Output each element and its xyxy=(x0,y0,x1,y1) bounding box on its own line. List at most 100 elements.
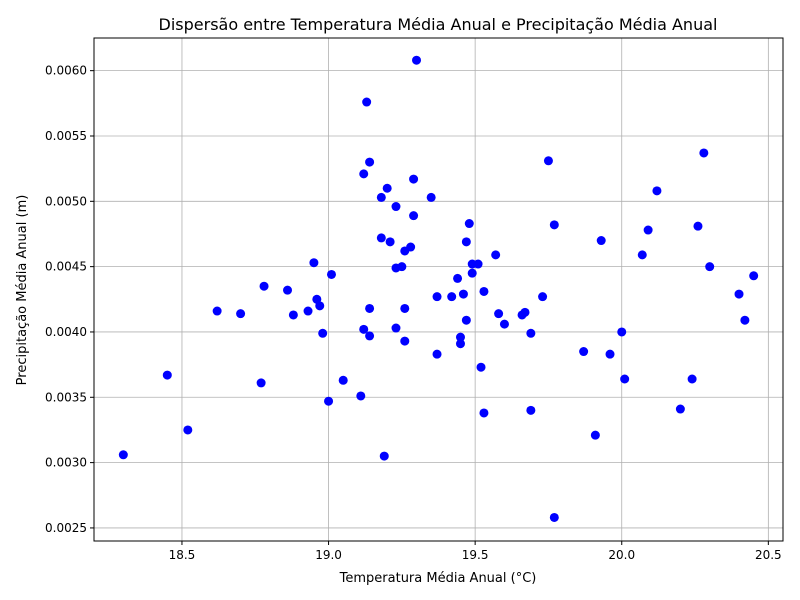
grid-lines xyxy=(94,38,783,541)
data-point xyxy=(362,97,372,107)
data-point xyxy=(379,451,389,461)
data-point xyxy=(596,236,606,246)
data-point xyxy=(467,268,477,278)
data-point xyxy=(183,425,193,435)
plot-frame xyxy=(93,37,784,542)
x-tick-label: 19.5 xyxy=(462,548,489,562)
data-point xyxy=(365,157,375,167)
data-point xyxy=(699,148,709,158)
x-tick-label: 19.0 xyxy=(315,548,342,562)
data-point xyxy=(400,336,410,346)
data-point xyxy=(376,233,386,243)
data-point xyxy=(309,258,319,268)
data-point xyxy=(376,192,386,202)
x-tick-label: 20.5 xyxy=(755,548,782,562)
data-point xyxy=(453,273,463,283)
data-point xyxy=(652,186,662,196)
data-point xyxy=(259,281,269,291)
data-point xyxy=(303,306,313,316)
data-point xyxy=(365,303,375,313)
x-axis-ticks: 18.5 19.0 19.5 20.0 20.5 xyxy=(169,541,782,562)
data-point xyxy=(605,349,615,359)
y-tick-label: 0.0055 xyxy=(45,129,87,143)
x-axis-label: Temperatura Média Anual (°C) xyxy=(339,571,537,586)
data-point xyxy=(356,391,366,401)
data-point xyxy=(526,405,536,415)
data-point xyxy=(479,286,489,296)
y-tick-label: 0.0050 xyxy=(45,194,87,208)
data-point xyxy=(397,262,407,272)
data-point xyxy=(409,174,419,184)
data-point xyxy=(491,250,501,260)
data-point xyxy=(324,396,334,406)
y-tick-label: 0.0060 xyxy=(45,64,87,78)
data-point xyxy=(520,307,530,317)
data-point xyxy=(409,211,419,221)
data-point xyxy=(526,328,536,338)
data-point xyxy=(494,309,504,319)
data-point xyxy=(118,450,128,460)
data-point xyxy=(426,192,436,202)
y-axis-ticks: 0.0025 0.0030 0.0035 0.0040 0.0045 0.0050 0.00… xyxy=(45,64,94,535)
y-axis-label: Precipitação Média Anual (m) xyxy=(15,195,30,386)
data-point xyxy=(538,292,548,302)
data-point xyxy=(447,292,457,302)
data-point xyxy=(455,339,465,349)
data-point xyxy=(643,225,653,235)
data-point xyxy=(617,327,627,337)
data-point xyxy=(637,250,647,260)
data-point xyxy=(461,237,471,247)
x-tick-label: 18.5 xyxy=(169,548,196,562)
data-point xyxy=(406,242,416,252)
data-point xyxy=(400,303,410,313)
data-point xyxy=(473,259,483,269)
y-tick-label: 0.0035 xyxy=(45,390,87,404)
data-point xyxy=(318,328,328,338)
data-point xyxy=(385,237,395,247)
data-point xyxy=(359,169,369,179)
data-point xyxy=(455,332,465,342)
data-point xyxy=(315,301,325,311)
data-point xyxy=(740,315,750,325)
x-tick-label: 20.0 xyxy=(608,548,635,562)
data-point xyxy=(432,349,442,359)
data-point xyxy=(620,374,630,384)
data-point xyxy=(256,378,266,388)
data-point xyxy=(391,202,401,212)
data-point xyxy=(359,324,369,334)
y-tick-label: 0.0030 xyxy=(45,456,87,470)
data-point xyxy=(549,220,559,230)
data-point xyxy=(461,315,471,325)
data-point xyxy=(549,512,559,522)
data-point xyxy=(432,292,442,302)
data-point xyxy=(734,289,744,299)
data-point xyxy=(675,404,685,414)
data-point xyxy=(543,156,553,166)
data-point xyxy=(212,306,222,316)
data-point xyxy=(464,219,474,229)
data-point xyxy=(288,310,298,320)
data-point xyxy=(590,430,600,440)
data-point xyxy=(391,323,401,333)
data-point xyxy=(283,285,293,295)
y-tick-label: 0.0040 xyxy=(45,325,87,339)
data-point xyxy=(326,269,336,279)
data-point xyxy=(458,289,468,299)
data-point xyxy=(499,319,509,329)
data-point xyxy=(476,362,486,372)
data-point xyxy=(162,370,172,380)
y-tick-label: 0.0045 xyxy=(45,260,87,274)
data-point xyxy=(382,183,392,193)
data-point xyxy=(412,55,422,65)
data-point xyxy=(365,331,375,341)
data-point xyxy=(579,347,589,357)
data-points xyxy=(118,55,759,522)
data-point xyxy=(693,221,703,231)
data-point xyxy=(687,374,697,384)
data-point xyxy=(338,375,348,385)
data-point xyxy=(479,408,489,418)
data-point xyxy=(749,271,759,281)
data-point xyxy=(236,309,246,319)
